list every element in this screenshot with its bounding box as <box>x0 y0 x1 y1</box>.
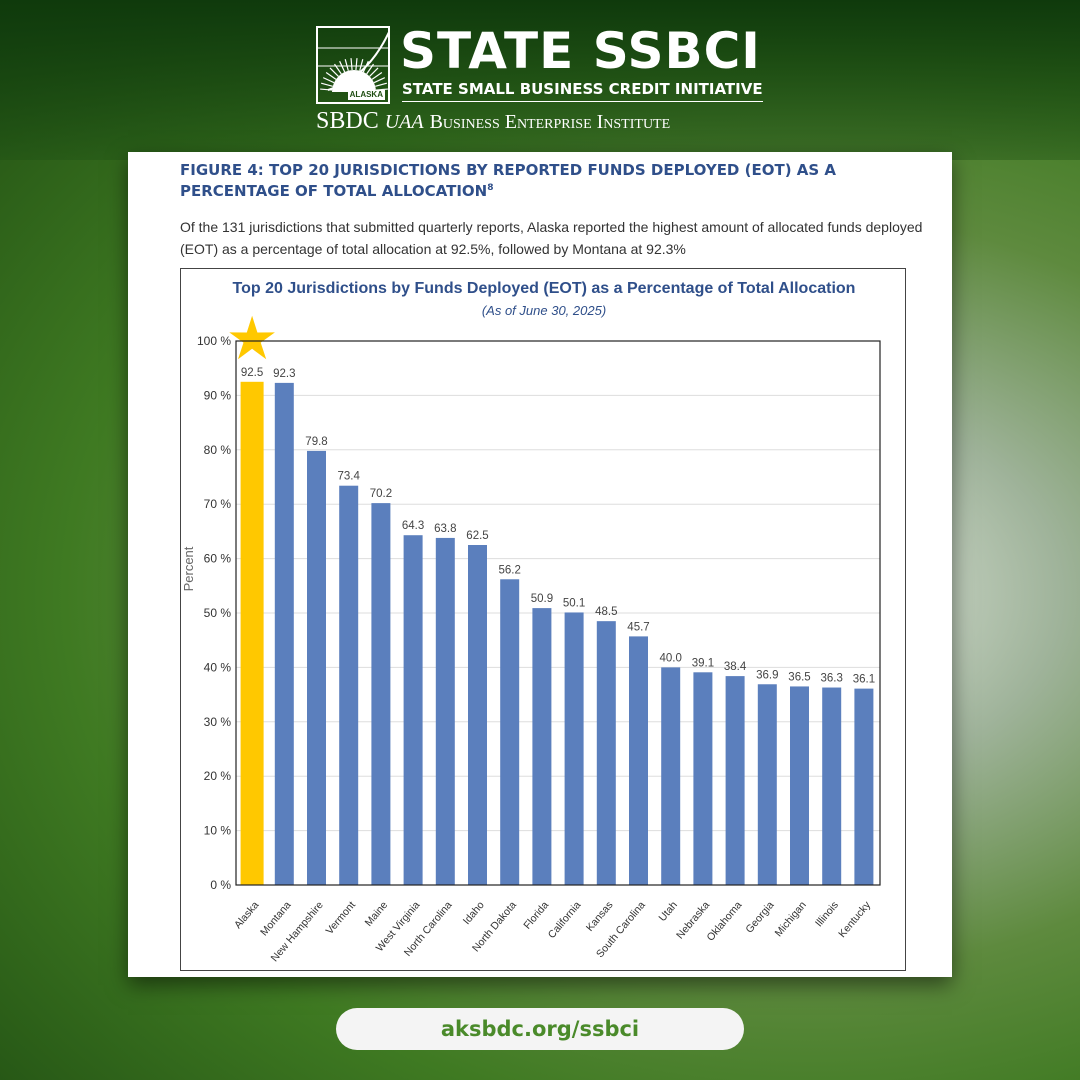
data-label: 92.5 <box>241 367 263 379</box>
bar-vermont <box>339 485 359 885</box>
header: ALASKA STATE SSBCI STATE SMALL BUSINESS … <box>316 24 766 136</box>
footnote-marker: 8 <box>487 183 494 193</box>
org-uaa: UAA <box>384 111 424 133</box>
bar-nebraska <box>693 672 713 885</box>
data-label: 70.2 <box>370 488 392 500</box>
bar-alaska <box>240 381 264 885</box>
data-label: 48.5 <box>595 606 617 618</box>
bar-north-carolina <box>435 537 455 885</box>
bar-new-hampshire <box>307 450 326 885</box>
x-tick-label: Maine <box>363 899 391 929</box>
bar-california <box>564 612 584 885</box>
data-label: 36.3 <box>821 673 843 685</box>
chart-subtitle: (As of June 30, 2025) <box>482 303 606 318</box>
y-tick-label: 80 % <box>204 443 232 457</box>
bar-chart: Top 20 Jurisdictions by Funds Deployed (… <box>181 280 881 964</box>
data-label: 36.1 <box>853 674 875 686</box>
data-label: 40.0 <box>660 652 682 664</box>
x-tick-label: Vermont <box>324 899 358 937</box>
bar-utah <box>661 667 681 885</box>
x-tick-label: Georgia <box>743 899 776 935</box>
y-axis-label: Percent <box>181 546 196 591</box>
x-tick-label: Kentucky <box>836 899 873 940</box>
y-tick-label: 50 % <box>204 606 232 620</box>
chart-frame: Top 20 Jurisdictions by Funds Deployed (… <box>180 268 906 971</box>
data-label: 36.9 <box>756 669 778 681</box>
data-label: 50.1 <box>563 597 585 609</box>
bar-kansas <box>596 621 616 885</box>
bar-west-virginia <box>403 535 423 885</box>
data-label: 36.5 <box>788 671 810 683</box>
sunburst-icon <box>318 31 388 92</box>
y-tick-label: 90 % <box>204 388 232 402</box>
x-tick-label: Utah <box>657 899 681 924</box>
bar-florida <box>532 608 552 885</box>
y-tick-label: 10 % <box>204 824 232 838</box>
org-sbdc: SBDC <box>316 108 379 134</box>
bar-montana <box>274 382 294 885</box>
bar-georgia <box>757 684 777 885</box>
data-label: 79.8 <box>305 436 327 448</box>
bar-oklahoma <box>725 676 745 885</box>
y-tick-label: 20 % <box>204 769 232 783</box>
bar-north-dakota <box>500 579 520 885</box>
figure-title: FIGURE 4: TOP 20 JURISDICTIONS BY REPORT… <box>180 160 930 202</box>
x-tick-label: Idaho <box>461 899 487 927</box>
background-top <box>0 0 1080 160</box>
website-link[interactable]: aksbdc.org/ssbci <box>336 1008 744 1050</box>
data-label: 50.9 <box>531 593 553 605</box>
y-tick-label: 100 % <box>197 334 231 348</box>
bar-south-carolina <box>629 636 648 885</box>
x-tick-label: Alaska <box>232 899 262 931</box>
chart-title: Top 20 Jurisdictions by Funds Deployed (… <box>233 280 856 297</box>
figure-description: Of the 131 jurisdictions that submitted … <box>180 219 923 257</box>
data-label: 38.4 <box>724 661 747 673</box>
page-subtitle: STATE SMALL BUSINESS CREDIT INITIATIVE <box>402 80 763 102</box>
y-tick-label: 60 % <box>204 552 232 566</box>
data-label: 64.3 <box>402 520 424 532</box>
sbdc-logo: ALASKA <box>316 26 390 104</box>
x-tick-label: Kansas <box>584 899 616 934</box>
x-tick-label: Florida <box>521 899 551 931</box>
data-label: 73.4 <box>338 471 361 483</box>
bar-idaho <box>468 545 487 885</box>
star-icon <box>229 315 275 360</box>
figure-title-text: FIGURE 4: TOP 20 JURISDICTIONS BY REPORT… <box>180 161 837 200</box>
plot-area-border <box>235 340 881 886</box>
y-tick-label: 0 % <box>210 878 231 892</box>
data-label: 63.8 <box>434 523 456 535</box>
data-label: 92.3 <box>273 368 295 380</box>
figure-card: FIGURE 4: TOP 20 JURISDICTIONS BY REPORT… <box>128 152 952 977</box>
bar-illinois <box>822 687 842 885</box>
data-label: 56.2 <box>499 564 521 576</box>
y-tick-label: 30 % <box>204 715 232 729</box>
y-tick-label: 40 % <box>204 660 232 674</box>
logo-text: ALASKA <box>347 90 385 100</box>
x-tick-label: Illinois <box>813 899 841 929</box>
x-tick-label: Michigan <box>773 899 809 939</box>
page-title: STATE SSBCI <box>400 22 761 80</box>
data-label: 62.5 <box>466 530 488 542</box>
x-tick-label: California <box>546 899 584 941</box>
bar-maine <box>371 503 391 885</box>
org-line: SBDC UAA Business Enterprise Institute <box>316 108 670 134</box>
data-label: 39.1 <box>692 657 714 669</box>
data-label: 45.7 <box>627 621 649 633</box>
y-tick-label: 70 % <box>204 497 232 511</box>
org-bei: Business Enterprise Institute <box>429 111 671 133</box>
bar-kentucky <box>854 688 874 885</box>
bar-michigan <box>790 686 809 885</box>
